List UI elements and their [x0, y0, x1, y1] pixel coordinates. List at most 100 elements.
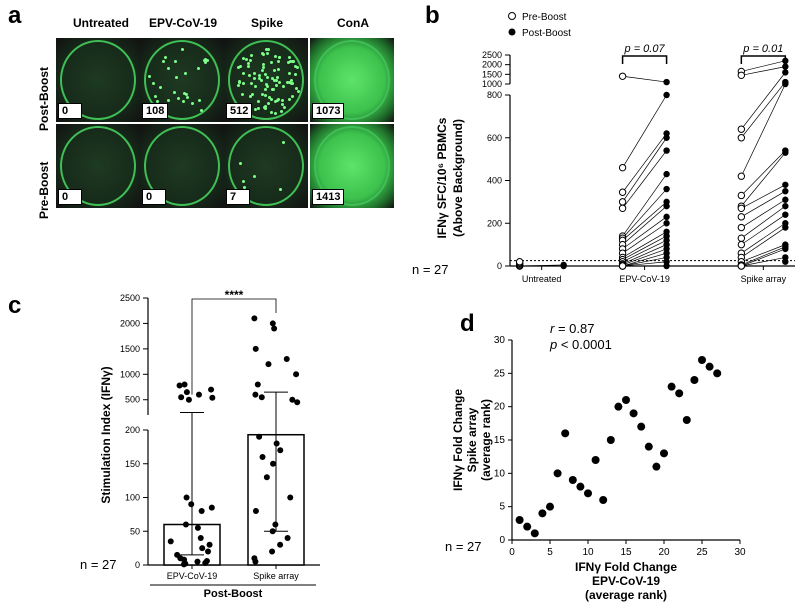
well-spot	[263, 93, 267, 97]
well-count-label: 1073	[312, 103, 345, 119]
well-ring	[60, 40, 136, 120]
column-label-untreated: Untreated	[72, 16, 129, 30]
well-spot	[261, 93, 265, 97]
data-point	[199, 545, 206, 552]
well-spot	[278, 81, 282, 85]
data-point	[252, 558, 259, 565]
post-boost-point	[663, 220, 670, 227]
y-tick-label: 600	[487, 133, 502, 143]
post-boost-point	[663, 147, 670, 154]
x-tick-label: 15	[620, 547, 632, 558]
well-spot	[278, 55, 282, 59]
pair-line	[741, 244, 786, 263]
data-point	[682, 416, 691, 424]
well-spot	[257, 73, 261, 77]
pre-boost-point	[618, 72, 627, 80]
x-tick-label: 10	[582, 547, 594, 558]
well-spot	[250, 93, 254, 97]
y-tick-label: 15	[494, 435, 506, 446]
well-spot	[238, 81, 242, 85]
well-spot	[276, 59, 280, 63]
data-point	[269, 320, 276, 327]
y-tick-label: 1500	[482, 69, 502, 79]
p-value: p < 0.0001	[549, 337, 612, 352]
well-spot	[242, 179, 246, 183]
pair-line	[741, 81, 786, 138]
pre-boost-point	[515, 258, 524, 266]
well-spot	[262, 63, 266, 67]
data-point	[614, 402, 623, 411]
well-spot	[204, 58, 208, 62]
data-point	[182, 521, 189, 528]
data-point	[183, 389, 190, 396]
well-spot	[176, 97, 180, 101]
post-boost-point	[663, 262, 670, 270]
pair-line	[622, 248, 667, 266]
pre-boost-point	[737, 213, 746, 221]
data-point	[546, 502, 554, 511]
legend-marker-post-boost	[508, 28, 516, 36]
well-spot	[267, 96, 271, 100]
group-label: Post-Boost	[204, 588, 263, 600]
well-spot	[166, 67, 170, 71]
well-spot	[151, 81, 155, 85]
post-boost-point	[663, 91, 670, 99]
data-point	[576, 482, 585, 491]
well-spot	[266, 52, 270, 56]
y-axis-label-line: Spike array	[465, 407, 479, 472]
y-tick-label: 400	[487, 176, 502, 186]
well-spot	[276, 98, 280, 102]
pre-boost-point	[737, 134, 746, 142]
chart-c: 0 50 100 150 200 500 1000 1500 2000 2500 Stimulati…	[80, 288, 320, 600]
n-label: n = 27	[445, 539, 482, 554]
data-point	[185, 396, 192, 403]
post-boost-point	[663, 134, 670, 141]
post-boost-point	[782, 224, 789, 231]
data-point	[183, 494, 190, 501]
data-point	[675, 389, 684, 398]
y-tick-label: 100	[125, 493, 140, 503]
well-spot	[294, 64, 298, 68]
pre-boost-point	[737, 223, 746, 232]
pre-boost-point	[737, 234, 746, 242]
well-spot	[246, 61, 250, 65]
well-spot	[163, 55, 167, 59]
legend-label-pre-boost: Pre-Boost	[522, 12, 567, 23]
well-spot	[283, 106, 287, 110]
legend-marker-pre-boost	[508, 12, 516, 20]
panel-letter-b: b	[425, 2, 440, 29]
y-tick-label: 10	[494, 468, 506, 479]
well-spot	[242, 186, 246, 190]
well-spot	[266, 76, 270, 80]
well-spot	[248, 94, 252, 98]
y-tick-label: 1000	[482, 79, 502, 89]
pre-boost-point	[737, 125, 746, 133]
y-tick-label: 5	[499, 502, 505, 513]
well-count-label: 512	[226, 103, 253, 119]
data-point	[629, 409, 638, 418]
well-spot	[238, 64, 242, 68]
data-point	[202, 559, 209, 566]
post-boost-point	[782, 181, 789, 188]
well-image: 1413	[310, 124, 394, 208]
data-point	[258, 394, 265, 401]
post-boost-point	[663, 185, 670, 193]
pair-line	[622, 222, 667, 254]
pre-boost-point	[737, 71, 746, 80]
data-point	[251, 315, 258, 322]
data-point	[284, 535, 291, 541]
x-axis-label-line: IFNγ Fold Change	[575, 560, 677, 574]
well-spot	[271, 88, 275, 92]
well-spot	[153, 95, 157, 99]
pair-line	[741, 257, 786, 267]
data-point	[198, 508, 205, 514]
pair-line	[741, 248, 786, 267]
y-tick-label: 0	[135, 560, 140, 570]
y-tick-label: 1000	[120, 369, 140, 379]
p-value-label: p = 0.07	[624, 43, 666, 55]
data-point	[538, 509, 547, 518]
well-ring	[144, 126, 220, 206]
n-label: n = 27	[80, 557, 117, 572]
well-spot	[265, 84, 269, 88]
pre-boost-point	[618, 204, 627, 212]
